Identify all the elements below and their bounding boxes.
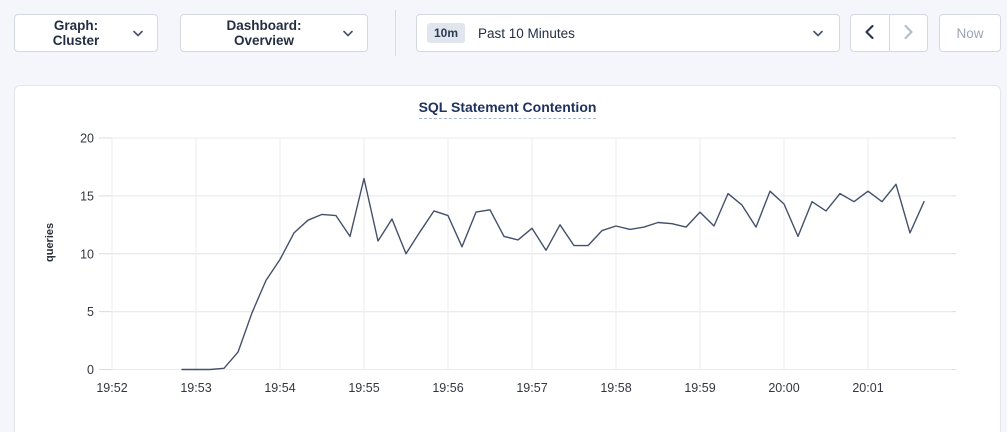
time-forward-button[interactable] <box>888 15 928 51</box>
line-chart[interactable]: 0 5 10 15 20 19:52 19:53 19:54 19:55 19:56 19:57 19… <box>15 86 1002 421</box>
chevron-down-icon <box>813 30 823 37</box>
y-tick-label: 5 <box>87 305 94 319</box>
toolbar-divider <box>395 10 396 56</box>
chevron-down-icon <box>133 30 143 37</box>
x-tick-label: 19:55 <box>348 381 379 395</box>
x-tick-label: 19:59 <box>684 381 715 395</box>
y-tick-label: 0 <box>87 363 94 377</box>
time-nav-group <box>850 14 928 52</box>
time-range-dropdown[interactable]: 10m Past 10 Minutes <box>416 14 840 52</box>
chart-title-row: SQL Statement Contention <box>15 99 1000 119</box>
x-tick-label: 19:54 <box>264 381 295 395</box>
x-tick-label: 19:58 <box>600 381 631 395</box>
time-range-badge: 10m <box>427 23 466 43</box>
y-tick-label: 15 <box>80 189 94 203</box>
dashboard-dropdown-label: Dashboard: Overview <box>226 18 302 48</box>
graph-dropdown-label: Graph: Cluster <box>52 18 100 48</box>
graph-dropdown[interactable]: Graph: Cluster <box>14 14 158 52</box>
x-tick-label: 19:52 <box>96 381 127 395</box>
x-tick-label: 19:57 <box>516 381 547 395</box>
x-tick-label: 20:00 <box>768 381 799 395</box>
chart-title[interactable]: SQL Statement Contention <box>418 99 597 119</box>
time-range-label: Past 10 Minutes <box>478 25 575 41</box>
x-tick-label: 19:56 <box>432 381 463 395</box>
chart-series-line <box>181 177 925 371</box>
y-tick-label: 20 <box>80 132 94 146</box>
chevron-left-icon <box>865 24 874 42</box>
x-tick-label: 20:01 <box>852 381 883 395</box>
chart-panel: SQL Statement Contention queries 0 5 10 15 2… <box>14 85 1001 432</box>
chevron-right-icon <box>904 24 913 42</box>
dashboard-dropdown[interactable]: Dashboard: Overview <box>180 14 368 52</box>
chevron-down-icon <box>343 30 353 37</box>
time-back-button[interactable] <box>851 15 889 51</box>
x-tick-label: 19:53 <box>180 381 211 395</box>
now-button[interactable]: Now <box>939 14 1001 52</box>
y-tick-label: 10 <box>80 247 94 261</box>
